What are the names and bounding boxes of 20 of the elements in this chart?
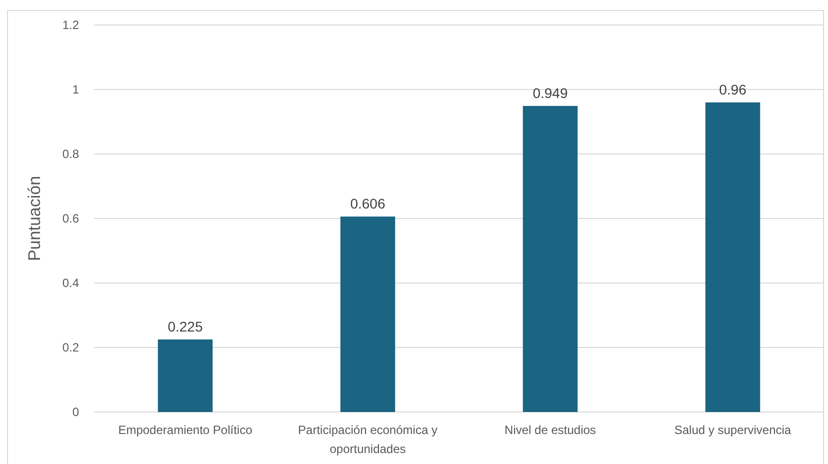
data-label: 0.96	[719, 81, 747, 98]
bar	[340, 216, 396, 412]
x-tick-label: Salud y supervivencia	[674, 423, 792, 437]
y-tick-label: 0.6	[62, 212, 80, 226]
y-tick-label: 0.2	[62, 340, 80, 355]
x-tick-label: Empoderamiento Político	[118, 423, 253, 437]
bar	[158, 339, 213, 412]
x-tick-label: Nivel de estudios	[504, 423, 596, 437]
data-label: 0.606	[350, 196, 386, 212]
bar	[705, 102, 760, 412]
y-tick-label: 1	[72, 82, 80, 97]
bar	[522, 106, 578, 412]
y-tick-label: 0	[72, 405, 80, 420]
y-axis-title: Puntuación	[25, 176, 44, 262]
x-tick-label: Participación económica y oportunidades	[298, 423, 438, 456]
y-tick-label: 0.4	[62, 276, 80, 290]
y-tick-label: 0.8	[62, 147, 80, 162]
y-tick-label: 1.2	[62, 18, 80, 32]
data-label: 0.225	[168, 318, 203, 334]
data-label: 0.949	[532, 84, 568, 101]
